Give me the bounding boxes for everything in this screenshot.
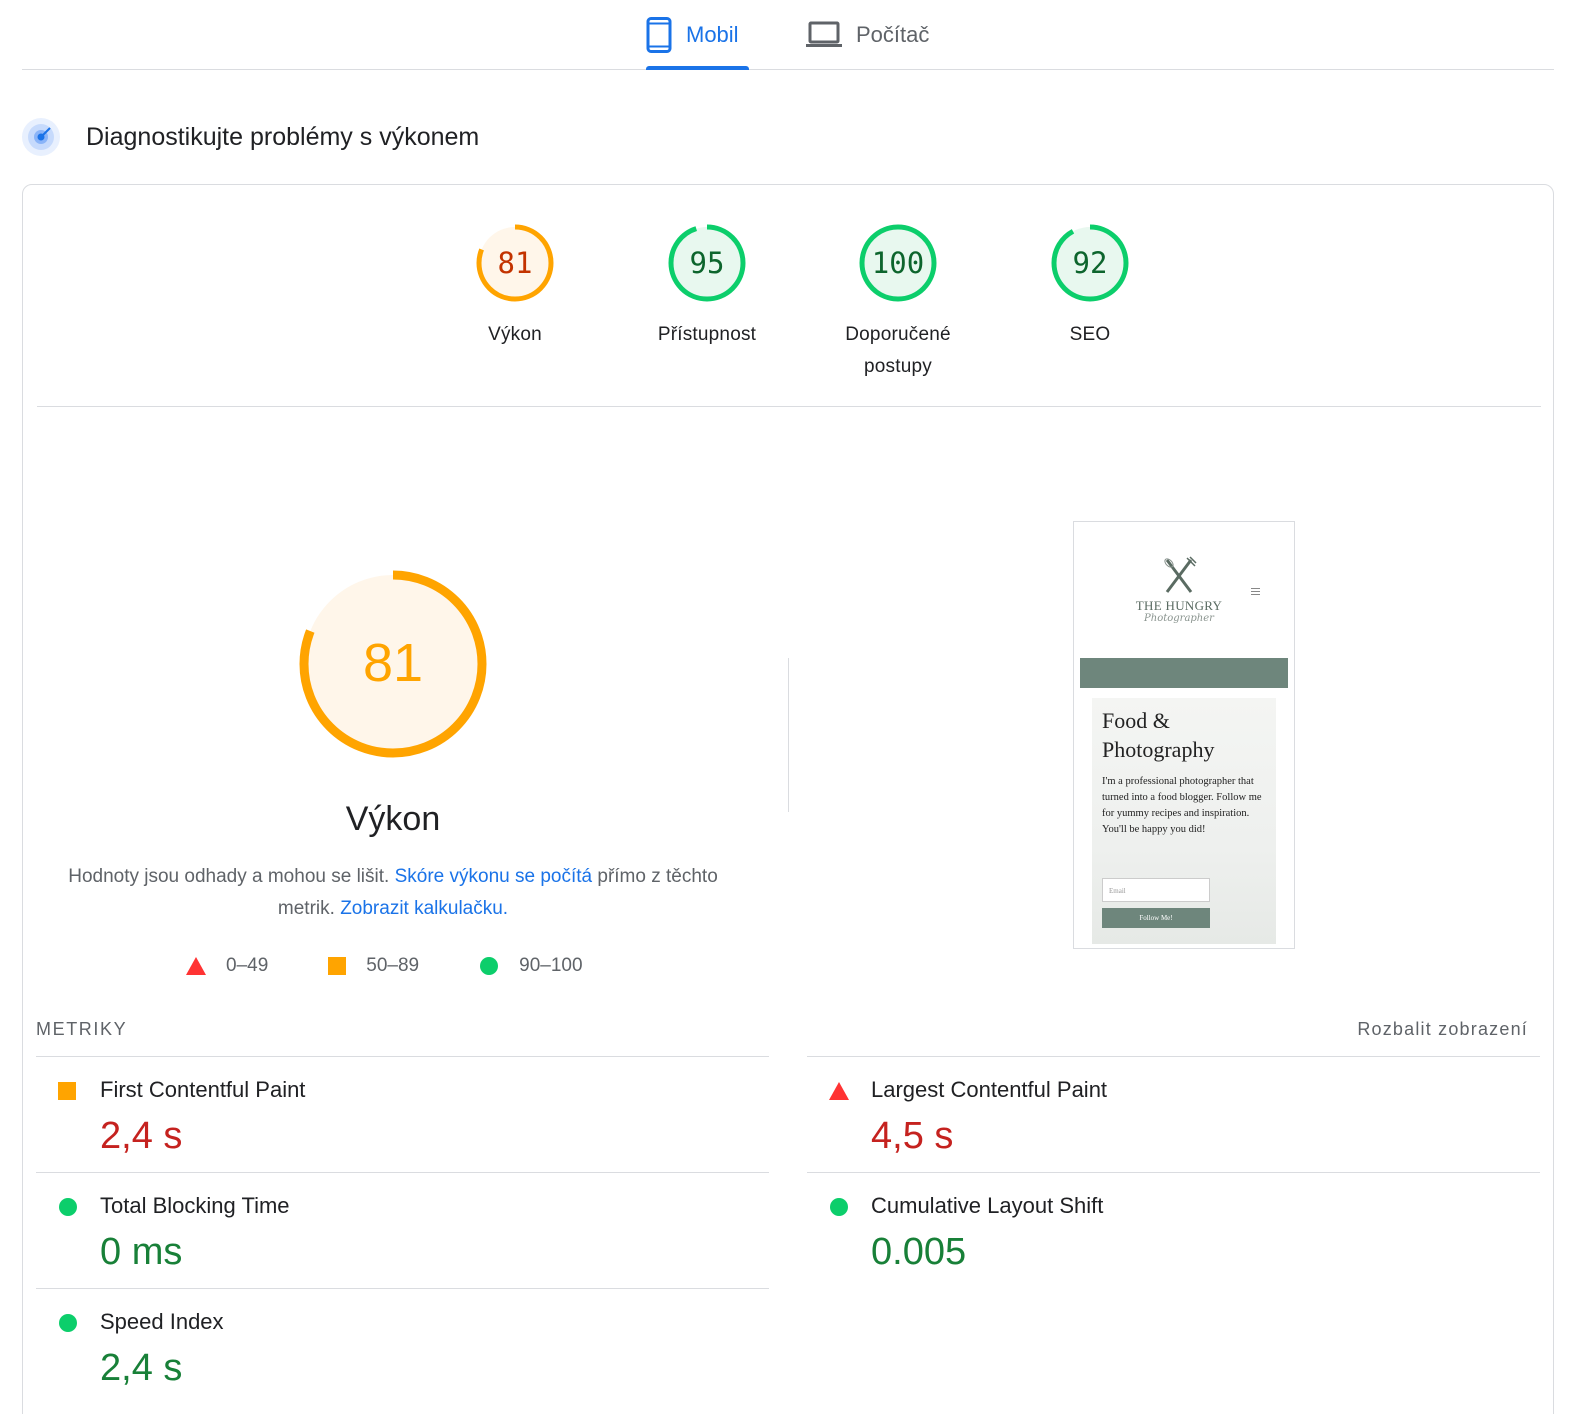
score-calculation-link[interactable]: Skóre výkonu se počítá <box>394 866 593 887</box>
section-title: Diagnostikujte problémy s výkonem <box>86 122 480 151</box>
legend-pass: 90–100 <box>479 955 583 977</box>
site-logo: THE HUNGRY Photographer <box>1124 556 1234 624</box>
circle-icon <box>830 1198 848 1216</box>
gauge-label: Doporučené postupy <box>808 319 988 383</box>
circle-icon <box>480 957 499 975</box>
metrics-label: METRIKY <box>36 1019 128 1039</box>
metric-si[interactable]: Speed Index 2,4 s <box>36 1288 769 1404</box>
site-banner-bar <box>1080 658 1288 688</box>
metric-fcp[interactable]: First Contentful Paint 2,4 s <box>36 1056 769 1172</box>
metric-value: 0.005 <box>871 1231 967 1273</box>
square-icon <box>328 957 347 975</box>
disclaimer-text-2: přímo z těchto metrik. <box>277 866 718 919</box>
hero-text: I'm a professional photographer that tur… <box>1102 776 1262 835</box>
device-tabs: Mobil Počítač <box>22 0 1554 70</box>
legend-range: 90–100 <box>519 955 583 976</box>
metrics-column-left: First Contentful Paint 2,4 s Total Block… <box>36 1056 769 1404</box>
legend-range: 0–49 <box>226 955 269 976</box>
metrics-column-right: Largest Contentful Paint 4,5 s Cumulativ… <box>807 1056 1540 1288</box>
report-card: 81 Výkon 95 Přístupnost 100 Doporučené p… <box>22 184 1554 1414</box>
metric-value: 2,4 s <box>100 1347 183 1389</box>
tab-mobile[interactable]: Mobil <box>646 0 739 70</box>
gauge-score: 100 <box>872 246 924 280</box>
disclaimer-text: Hodnoty jsou odhady a mohou se lišit. <box>68 866 390 887</box>
section-header: Diagnostikujte problémy s výkonem <box>22 118 479 156</box>
hamburger-menu-icon <box>1251 588 1260 595</box>
tab-desktop-label: Počítač <box>856 22 930 47</box>
legend-range: 50–89 <box>366 955 420 976</box>
metric-name: Total Blocking Time <box>100 1193 290 1218</box>
legend-fail: 0–49 <box>186 955 268 977</box>
laptop-icon <box>806 21 842 47</box>
gauge-score: 95 <box>690 246 725 280</box>
gauge-best-practices[interactable]: 100 Doporučené postupy <box>808 223 988 383</box>
gauge-score: 81 <box>498 246 533 280</box>
metric-name: Cumulative Layout Shift <box>871 1193 1104 1218</box>
logo-name: THE HUNGRY <box>1135 598 1223 613</box>
follow-button: Follow Me! <box>1102 908 1210 928</box>
gauge-seo[interactable]: 92 SEO <box>1000 223 1180 351</box>
vertical-divider <box>788 658 789 812</box>
smartphone-icon <box>646 17 672 53</box>
metric-lcp[interactable]: Largest Contentful Paint 4,5 s <box>807 1056 1540 1172</box>
circle-icon <box>59 1314 77 1332</box>
metric-value: 2,4 s <box>100 1115 183 1157</box>
page-screenshot[interactable]: THE HUNGRY Photographer Food & Photograp… <box>1073 521 1295 949</box>
performance-gauge-large: 81 <box>299 570 487 758</box>
fork-whisk-icon <box>1164 556 1197 593</box>
expand-view-button[interactable]: Rozbalit zobrazení <box>1357 1019 1528 1039</box>
gauge-ring: 95 <box>668 224 746 302</box>
hero-title-line: Food & <box>1102 708 1170 733</box>
metric-name: First Contentful Paint <box>100 1077 306 1102</box>
metric-name: Speed Index <box>100 1309 224 1334</box>
hero-title-line: Photography <box>1102 737 1215 762</box>
calculator-link[interactable]: Zobrazit kalkulačku. <box>340 898 509 919</box>
score-legend: 0–49 50–89 90–100 <box>186 955 643 977</box>
gauge-ring: 100 <box>859 224 937 302</box>
square-icon <box>58 1082 76 1100</box>
circle-icon <box>59 1198 77 1216</box>
gauge-ring: 92 <box>1051 224 1129 302</box>
metric-name: Largest Contentful Paint <box>871 1077 1108 1102</box>
metric-value: 4,5 s <box>871 1115 954 1157</box>
gauge-accessibility[interactable]: 95 Přístupnost <box>617 223 797 351</box>
logo-script: Photographer <box>1144 613 1214 624</box>
metric-tbt[interactable]: Total Blocking Time 0 ms <box>36 1172 769 1288</box>
disclaimer: Hodnoty jsou odhady a mohou se lišit. Sk… <box>63 861 723 925</box>
gauge-performance[interactable]: 81 Výkon <box>425 223 605 351</box>
performance-score: 81 <box>363 633 423 693</box>
hero-title: Food & Photography <box>1102 706 1214 764</box>
category-gauges: 81 Výkon 95 Přístupnost 100 Doporučené p… <box>37 185 1541 407</box>
gauge-label-line: Doporučené <box>845 324 951 345</box>
gauge-label: SEO <box>1069 324 1111 345</box>
gauge-label: Výkon <box>488 324 542 345</box>
metric-cls[interactable]: Cumulative Layout Shift 0.005 <box>807 1172 1540 1288</box>
performance-title: Výkon <box>345 800 441 838</box>
active-tab-indicator <box>646 66 749 70</box>
lighthouse-icon <box>22 118 60 156</box>
triangle-icon <box>186 957 206 975</box>
gauge-label: Přístupnost <box>657 324 757 345</box>
triangle-icon <box>829 1082 849 1100</box>
legend-average: 50–89 <box>328 955 419 977</box>
hero-background <box>1092 698 1276 944</box>
email-field: Email <box>1102 878 1210 902</box>
gauge-label-line: postupy <box>864 356 932 377</box>
gauge-ring: 81 <box>476 224 554 302</box>
metric-value: 0 ms <box>100 1231 183 1273</box>
tab-mobile-label: Mobil <box>686 22 739 47</box>
tab-desktop[interactable]: Počítač <box>806 0 929 70</box>
gauge-score: 92 <box>1073 246 1108 280</box>
